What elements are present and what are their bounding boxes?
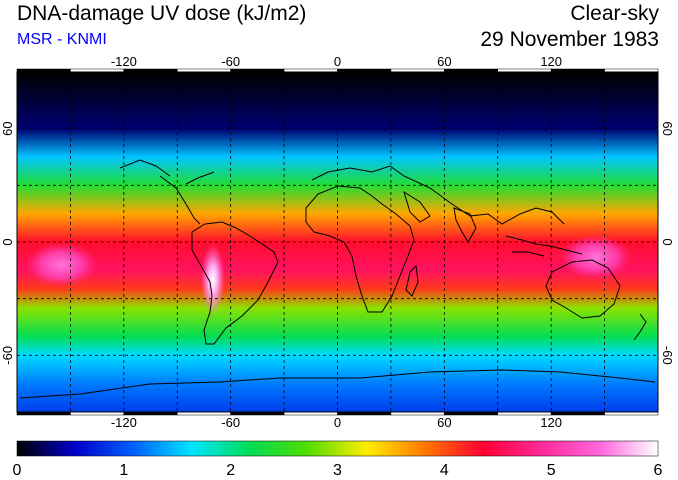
peak-regions xyxy=(25,235,632,316)
peak-region-south-atlantic xyxy=(25,242,98,287)
lon-label: 120 xyxy=(540,54,562,69)
map-frame-top xyxy=(16,68,659,73)
latitude-labels-left: 60 0 -60 xyxy=(0,121,15,364)
peak-region-indonesia xyxy=(559,235,632,280)
latitude-labels-right: 60 0 -60 xyxy=(660,121,675,364)
lon-label: -60 xyxy=(221,54,240,69)
lat-label: -60 xyxy=(660,346,675,365)
lon-label: -60 xyxy=(221,415,240,430)
lon-label: 120 xyxy=(540,415,562,430)
lat-label: 60 xyxy=(0,121,15,135)
colorbar-tick-label: 2 xyxy=(226,462,235,479)
colorbar xyxy=(16,440,659,457)
graticule xyxy=(17,72,658,412)
coast-arabia xyxy=(403,190,431,223)
coast-madagascar xyxy=(405,264,419,297)
coast-new-zealand xyxy=(633,313,647,341)
colorbar-tick-label: 5 xyxy=(547,462,556,479)
coastlines xyxy=(19,159,656,399)
sky-condition: Clear-sky xyxy=(570,2,659,25)
colorbar-labels: 0 1 2 3 4 5 6 xyxy=(13,462,663,479)
peak-region-andes xyxy=(200,243,225,316)
colorbar-tick-label: 6 xyxy=(654,462,663,479)
coast-africa xyxy=(305,185,415,313)
lon-label: 60 xyxy=(437,54,451,69)
map-title: DNA-damage UV dose (kJ/m2) xyxy=(17,2,307,25)
lat-label: 0 xyxy=(660,238,675,245)
map-border xyxy=(16,71,659,413)
coast-south-america xyxy=(191,221,279,345)
colorbar-tick-label: 1 xyxy=(119,462,128,479)
colorbar-tick-label: 0 xyxy=(13,462,22,479)
coast-indonesia xyxy=(505,235,583,257)
lon-label: 0 xyxy=(334,54,341,69)
coast-north-america xyxy=(119,159,215,185)
lon-label: 0 xyxy=(334,415,341,430)
coast-antarctica xyxy=(19,369,656,399)
lon-label: -120 xyxy=(111,415,137,430)
map-subtitle: MSR - KNMI xyxy=(17,31,107,48)
colorbar-tick-label: 4 xyxy=(440,462,449,479)
colorbar-tick-label: 3 xyxy=(333,462,342,479)
lat-label: -60 xyxy=(0,346,15,365)
longitude-labels-top: -120 -60 0 60 120 xyxy=(111,54,562,69)
coast-australia xyxy=(545,259,621,319)
lat-label: 60 xyxy=(660,121,675,135)
coast-central-america xyxy=(159,175,201,225)
lat-label: 0 xyxy=(0,238,15,245)
lon-label: 60 xyxy=(437,415,451,430)
coast-asia xyxy=(403,175,565,225)
map-date: 29 November 1983 xyxy=(480,28,659,51)
lon-label: -120 xyxy=(111,54,137,69)
longitude-labels-bottom: -120 -60 0 60 120 xyxy=(111,415,562,430)
coast-europe xyxy=(311,165,405,181)
